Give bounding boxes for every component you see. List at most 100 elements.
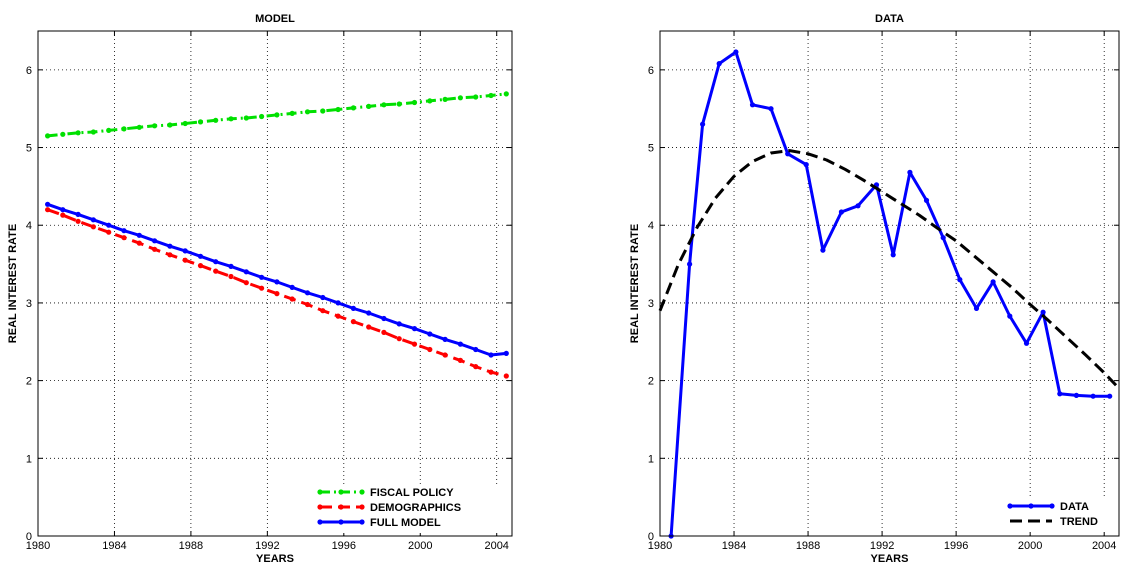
data-point [1073,392,1079,398]
data-point [213,117,219,123]
data-point [488,369,494,375]
x-tick-label: 1996 [332,540,356,552]
x-axis-label: YEARS [871,553,909,565]
data-point [503,350,509,356]
legend-marker [359,504,365,510]
data-point [121,228,127,234]
data-point [167,243,173,249]
data-point [228,263,234,269]
data-point [768,106,774,112]
data-point [427,346,433,353]
data-point [973,305,980,311]
data-point [923,197,930,203]
data-point [1040,309,1046,315]
data-point [289,284,295,290]
data-point [289,296,295,302]
data-point [716,61,722,67]
data-point [45,133,51,139]
data-point [890,252,896,258]
legend-marker [317,519,323,525]
y-tick-label: 2 [648,376,654,388]
data-point [1107,393,1113,399]
data-point [136,240,142,246]
y-axis-label: REAL INTEREST RATE [629,224,641,343]
x-tick-label: 1980 [648,540,672,552]
data-point [396,101,402,107]
series-full-model [45,201,509,358]
data-point [940,235,946,241]
data-point [1007,313,1013,319]
data-point [106,127,112,133]
y-tick-label: 1 [648,453,654,465]
data-point [136,124,142,130]
data-point [106,229,112,235]
data-point [381,329,387,335]
y-tick-label: 0 [648,531,654,543]
data-point [75,218,81,224]
data-point [411,326,418,332]
legend-box [320,484,510,533]
data-point [320,308,326,314]
data-point [259,274,265,280]
plot-area [660,31,1119,536]
data-point [182,248,188,254]
data-point [990,279,996,285]
data-point [687,261,693,267]
x-tick-label: 1988 [796,540,820,552]
data-point [90,224,96,230]
data-point [700,121,706,127]
legend-marker [359,489,365,495]
plot-frame [37,30,513,537]
data-point [197,253,204,259]
y-tick-label: 2 [26,376,32,388]
data-point [855,203,861,209]
series-fiscal-policy [45,91,509,139]
legend-label: TREND [1060,516,1098,528]
data-point [320,108,326,114]
data-point [427,331,433,337]
data-point [75,211,81,217]
legend-label: FULL MODEL [370,517,441,529]
legend: FISCAL POLICY DEMOGRAPHICS FULL MODEL [317,484,510,533]
legend: DATA TREND [1007,498,1118,532]
data-point [335,106,341,113]
y-tick-label: 1 [26,453,32,465]
y-tick-label: 6 [26,65,32,77]
data-point [320,294,326,301]
data-point [411,99,418,106]
x-tick-label: 1988 [179,540,203,552]
y-tick-label: 5 [648,143,654,155]
data-point [488,352,494,358]
data-point [457,341,463,347]
data-point [473,94,479,100]
data-point [473,364,479,370]
chart-title: MODEL [255,13,295,25]
data-point [350,105,356,111]
series-demographics [45,207,509,379]
data-point [381,315,387,322]
legend-label: DATA [1060,501,1089,513]
data-point [442,352,448,358]
data-point [228,273,234,280]
legend-marker [359,519,365,525]
data-point [274,291,280,297]
data-point [243,280,249,286]
y-tick-label: 5 [26,143,32,155]
data-point [457,357,463,363]
data-point [442,96,448,102]
legend-label: DEMOGRAPHICS [370,502,461,514]
legend-marker [338,504,344,510]
y-tick-label: 3 [648,298,654,310]
data-point [396,336,402,342]
data-point [274,112,280,118]
data-point [182,257,188,263]
data-point [121,126,127,132]
data-point [820,247,826,253]
data-point [304,301,311,308]
data-point [259,113,265,120]
x-tick-label: 1980 [26,540,50,552]
legend-marker [338,489,344,495]
data-point [213,259,219,265]
data-point [442,336,448,342]
